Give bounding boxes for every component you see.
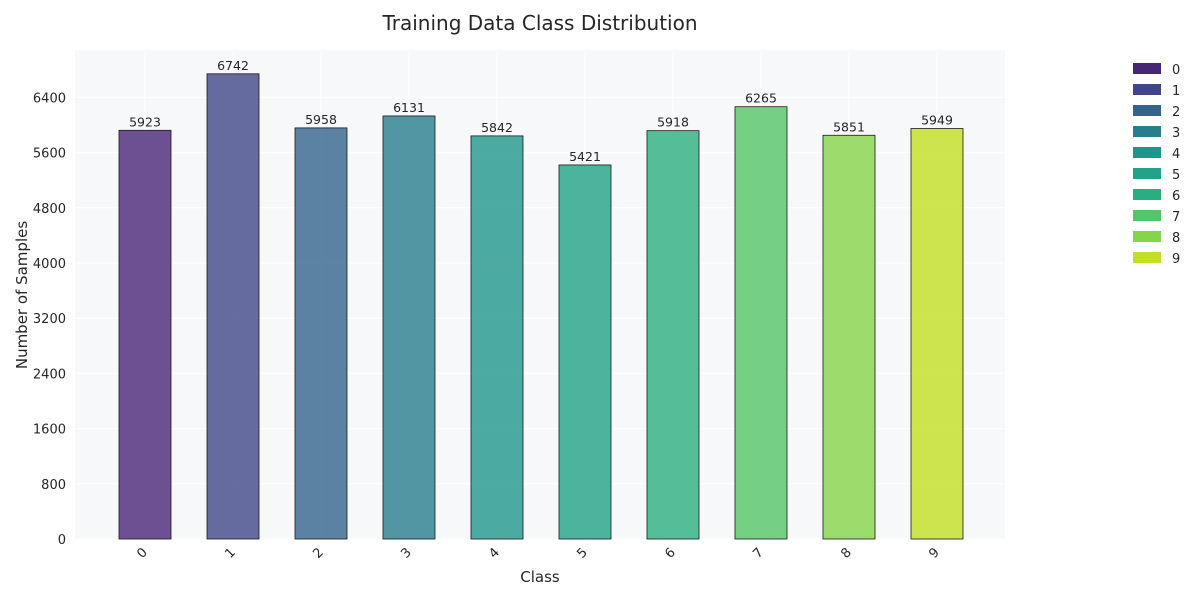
x-tick-label: 0 — [134, 545, 150, 561]
bar-class-9 — [910, 128, 964, 540]
y-tick-label: 0 — [58, 533, 66, 548]
legend-swatch — [1133, 147, 1161, 158]
legend-label: 2 — [1172, 105, 1180, 120]
x-tick-label: 5 — [574, 545, 590, 561]
legend-swatch — [1133, 189, 1161, 200]
x-tick-label: 9 — [926, 545, 942, 561]
y-axis-ticks: 0 800 1600 2400 3200 4000 4800 5600 6400 — [33, 91, 66, 548]
bars — [118, 73, 964, 540]
y-tick-label: 6400 — [33, 91, 66, 106]
x-axis-label: Class — [520, 568, 560, 586]
legend-swatch — [1133, 252, 1161, 263]
bar-value-label: 5842 — [481, 120, 513, 135]
bar-value-label: 6265 — [745, 91, 777, 106]
bar-class-3 — [382, 115, 436, 540]
bar-value-label: 5949 — [921, 113, 953, 128]
y-axis-label: Number of Samples — [13, 221, 31, 369]
y-tick-label: 1600 — [33, 423, 66, 438]
legend-swatch — [1133, 210, 1161, 221]
y-tick-label: 2400 — [33, 367, 66, 382]
bar-value-label: 5958 — [305, 112, 337, 127]
bar-class-5 — [558, 164, 612, 540]
bar-value-labels: 5923 6742 5958 6131 5842 5421 5918 6265 5851 5949 — [129, 58, 953, 164]
legend-swatch — [1133, 126, 1161, 137]
legend: 0 1 2 3 4 5 6 7 8 9 — [1133, 63, 1180, 267]
x-tick-label: 8 — [838, 545, 854, 561]
legend-label: 4 — [1172, 147, 1180, 162]
bar-class-2 — [294, 127, 348, 540]
x-axis-ticks: 0 1 2 3 4 5 6 7 8 9 — [134, 545, 942, 561]
chart-title: Training Data Class Distribution — [381, 11, 697, 35]
bar-class-4 — [470, 135, 524, 540]
bar-class-7 — [734, 106, 788, 540]
bar-class-6 — [646, 130, 700, 540]
legend-label: 9 — [1172, 252, 1180, 267]
legend-swatch — [1133, 84, 1161, 95]
legend-swatch — [1133, 231, 1161, 242]
x-tick-label: 6 — [662, 545, 678, 561]
legend-swatch — [1133, 168, 1161, 179]
bar-class-0 — [118, 129, 172, 540]
bar-value-label: 5421 — [569, 149, 601, 164]
x-tick-label: 2 — [310, 545, 326, 561]
bar-value-label: 5923 — [129, 114, 161, 129]
x-tick-label: 3 — [398, 545, 414, 561]
x-tick-label: 7 — [750, 545, 766, 561]
x-tick-label: 1 — [222, 545, 238, 561]
legend-label: 1 — [1172, 84, 1180, 99]
y-tick-label: 3200 — [33, 312, 66, 327]
bar-value-label: 6742 — [217, 58, 249, 73]
legend-label: 8 — [1172, 231, 1180, 246]
x-tick-label: 4 — [486, 545, 502, 561]
y-tick-label: 800 — [41, 478, 66, 493]
y-tick-label: 4000 — [33, 257, 66, 272]
legend-label: 5 — [1172, 168, 1180, 183]
bar-class-1 — [206, 73, 260, 540]
legend-label: 0 — [1172, 63, 1180, 78]
y-tick-label: 5600 — [33, 147, 66, 162]
bar-class-8 — [822, 134, 876, 540]
legend-label: 3 — [1172, 126, 1180, 141]
legend-label: 7 — [1172, 210, 1180, 225]
y-tick-label: 4800 — [33, 202, 66, 217]
legend-swatch — [1133, 63, 1161, 74]
bar-value-label: 6131 — [393, 100, 425, 115]
bar-value-label: 5851 — [833, 119, 865, 134]
legend-swatch — [1133, 105, 1161, 116]
legend-label: 6 — [1172, 189, 1180, 204]
bar-value-label: 5918 — [657, 115, 689, 130]
